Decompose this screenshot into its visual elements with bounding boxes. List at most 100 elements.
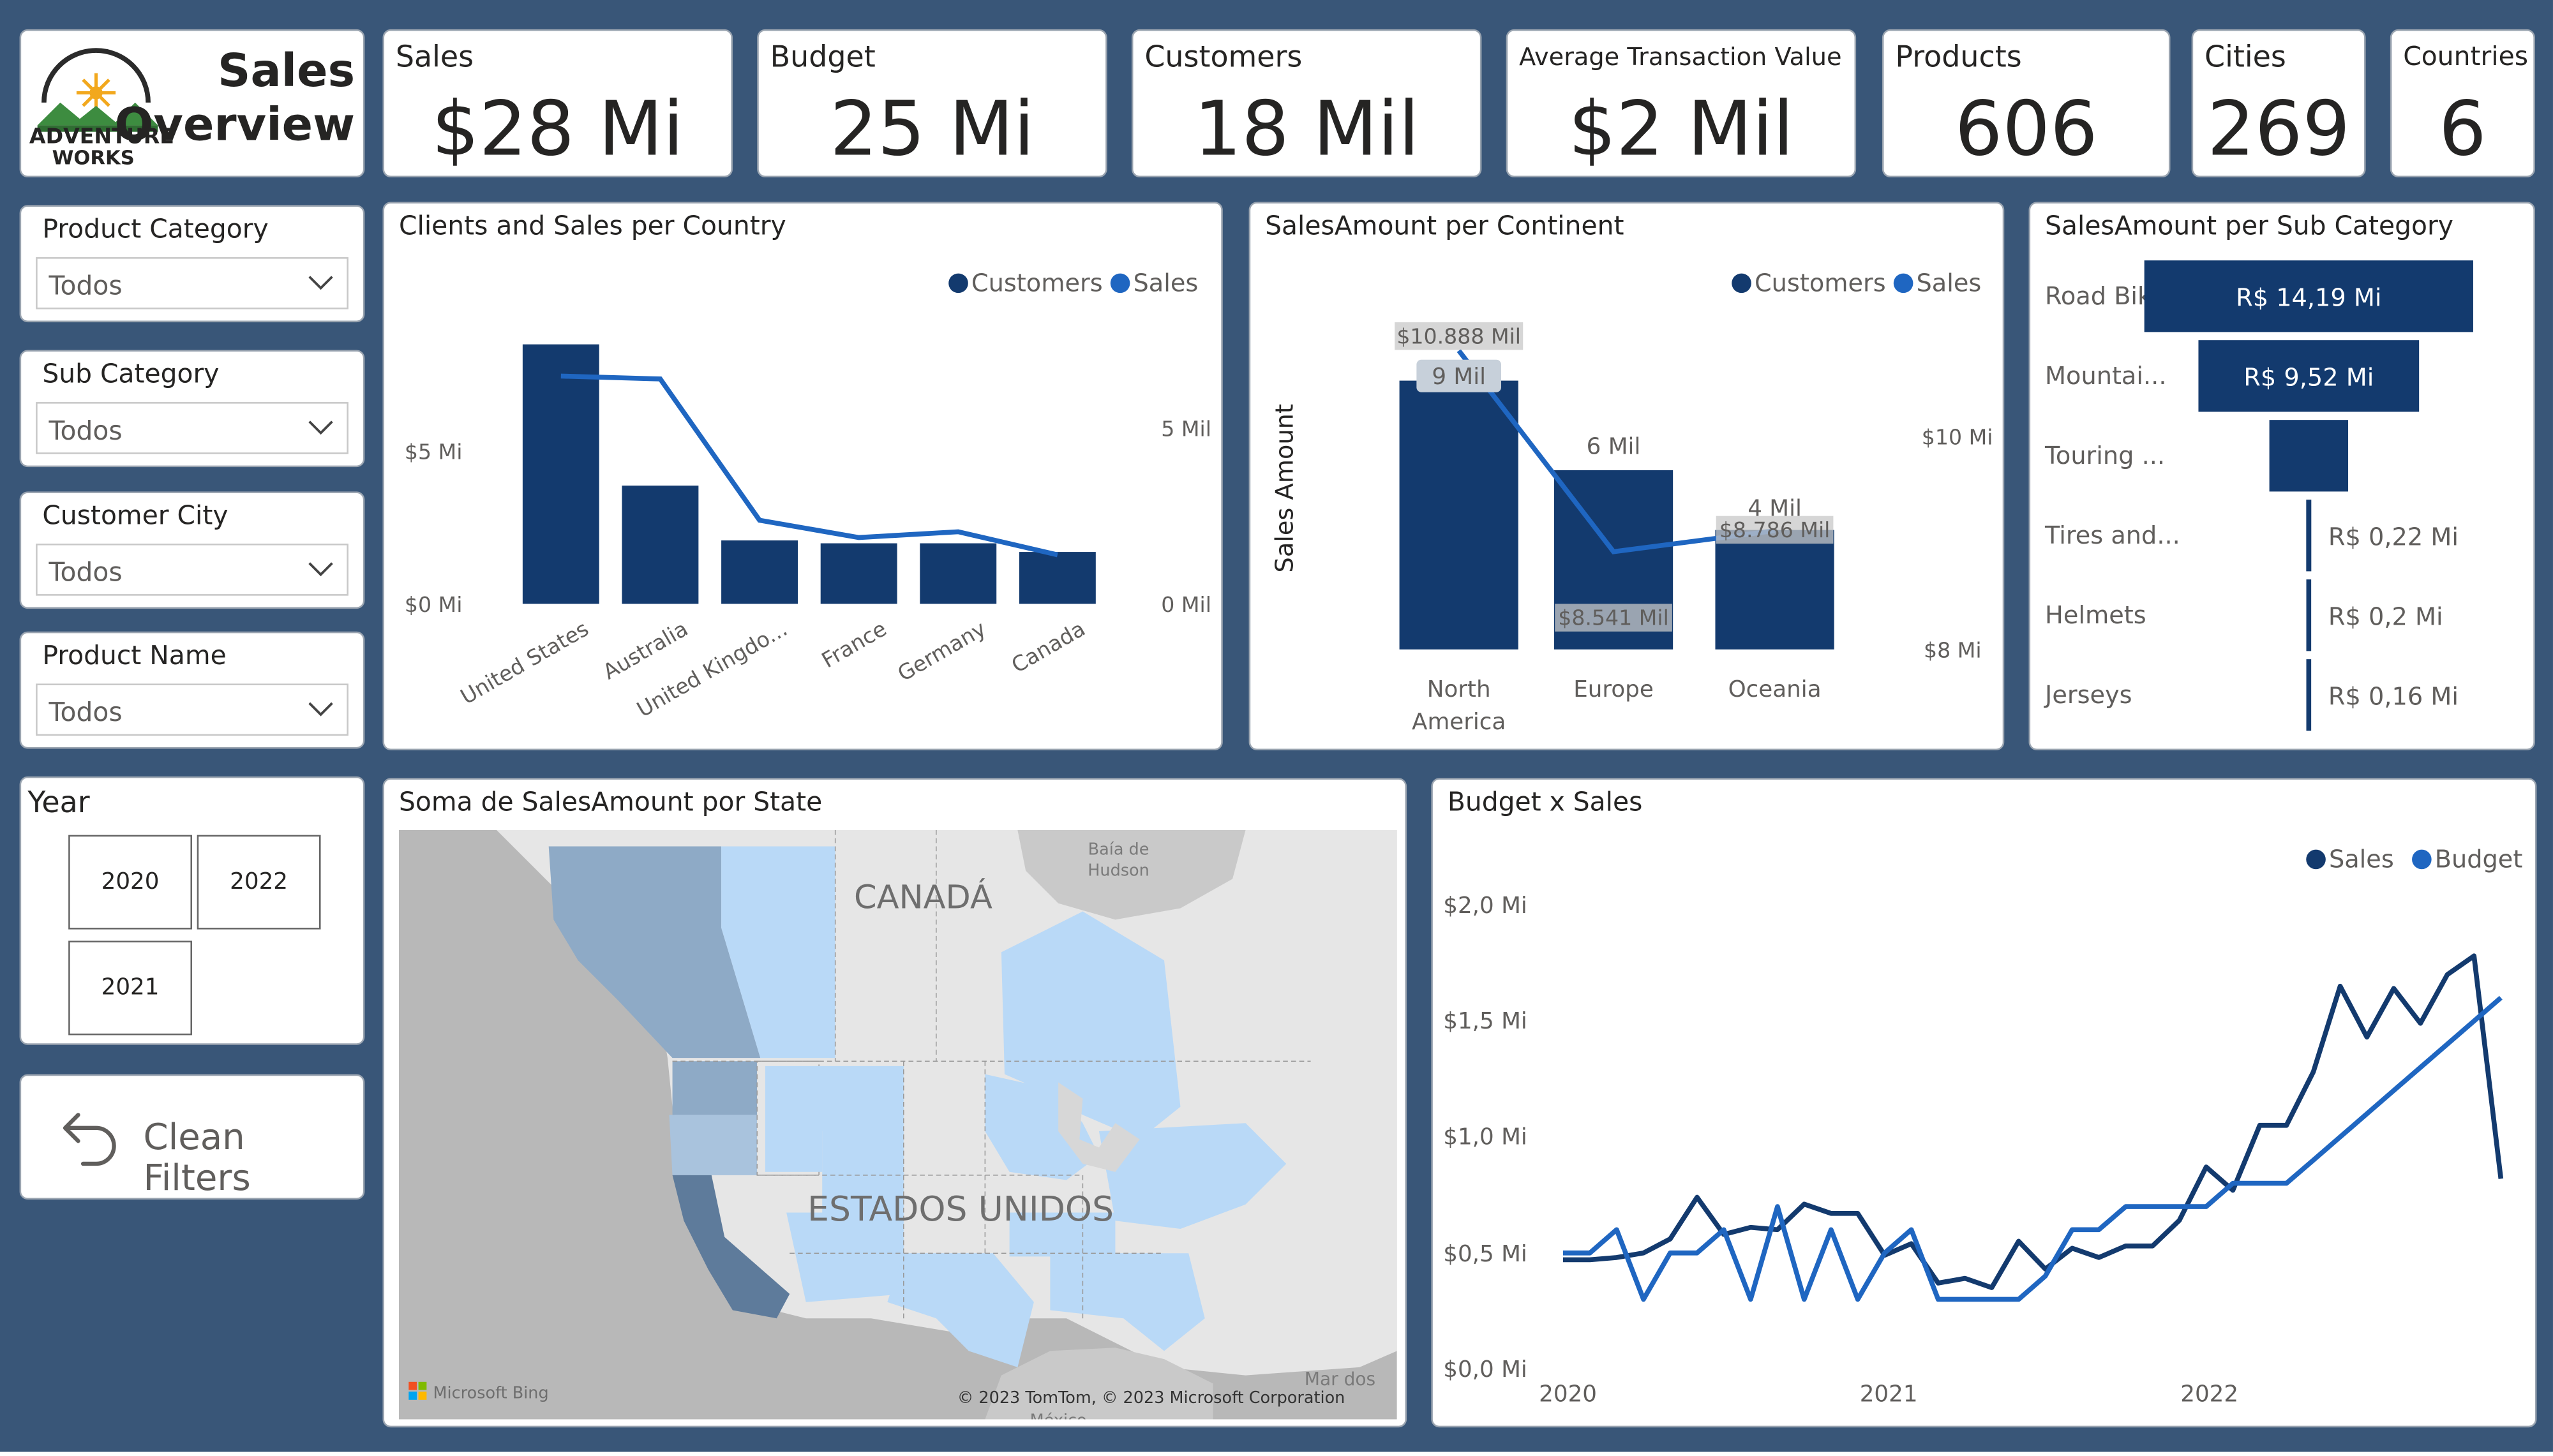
- sales-continent-chart: SalesAmount per Continent Sales Customers…: [1248, 202, 2005, 751]
- value-label: R$ 14,19 Mi: [2236, 284, 2381, 313]
- bar-data-label: 6 Mil: [1587, 434, 1641, 460]
- map-label-sea: Mar dos: [1305, 1369, 1375, 1390]
- category-label: Helmets: [2045, 601, 2146, 630]
- dropdown-value: Todos: [49, 270, 123, 301]
- x-axis-tick-line1: North: [1427, 676, 1491, 702]
- customer-city-dropdown[interactable]: Todos: [36, 544, 348, 596]
- sales-by-state-map: Soma de SalesAmount por State: [382, 778, 1407, 1428]
- chevron-down-icon: [308, 562, 333, 577]
- line-data-label: $8.786 Mil: [1719, 517, 1831, 542]
- kpi-value: 269: [2207, 84, 2351, 173]
- dropdown-value: Todos: [49, 696, 123, 728]
- logo-text-line2: WORKS: [52, 146, 135, 170]
- sub-category-dropdown[interactable]: Todos: [36, 402, 348, 454]
- product-category-dropdown[interactable]: Todos: [36, 257, 348, 309]
- x-axis-tick-line2: America: [1412, 709, 1506, 735]
- product-name-dropdown[interactable]: Todos: [36, 683, 348, 736]
- sales-line: [1562, 953, 2504, 1290]
- x-axis-tick: 2022: [2180, 1381, 2238, 1407]
- year-option-2020[interactable]: 2020: [68, 835, 193, 930]
- line-data-label: $10.888 Mil: [1396, 323, 1521, 348]
- year-option-2021[interactable]: 2021: [68, 940, 193, 1036]
- y-axis-tick: $1,0 Mi: [1443, 1124, 1527, 1150]
- dropdown-value: Todos: [49, 556, 123, 588]
- great-lakes-water: [1058, 1082, 1140, 1172]
- chart-title: Budget x Sales: [1447, 786, 1643, 817]
- kpi-products-card: Products 606: [1882, 29, 2171, 178]
- dropdown-value: Todos: [49, 415, 123, 446]
- bar-1: [622, 486, 699, 604]
- y-axis-tick: $1,5 Mi: [1443, 1008, 1527, 1034]
- kpi-value: 25 Mi: [830, 84, 1035, 173]
- clients-sales-country-chart: Clients and Sales per Country Sales Custo…: [382, 202, 1223, 751]
- right-axis-tick: 0 Mil: [1161, 592, 1211, 617]
- clean-filters-label: Clean Filters: [143, 1118, 251, 1200]
- x-axis-tick: 2021: [1860, 1381, 1918, 1407]
- slicer-title: Product Category: [42, 213, 269, 244]
- bar-data-label: 9 Mil: [1432, 364, 1486, 390]
- category-label: Touring ...: [2044, 442, 2165, 470]
- kpi-sales-card: Sales $28 Mi: [382, 29, 733, 178]
- region-montana: [765, 1066, 904, 1172]
- map-provider: Microsoft Bing: [433, 1383, 549, 1402]
- gulf-water: [985, 1348, 1213, 1420]
- kpi-label: Sales: [395, 40, 474, 75]
- clean-filters-button[interactable]: Clean Filters: [19, 1074, 365, 1200]
- kpi-label: Customers: [1144, 40, 1303, 75]
- region-east: [1098, 1123, 1287, 1229]
- map-label-usa: ESTADOS UNIDOS: [807, 1189, 1114, 1229]
- kpi-budget-card: Budget 25 Mi: [757, 29, 1107, 178]
- slicer-title: Sub Category: [42, 358, 220, 389]
- category-label: Mountai...: [2045, 362, 2166, 390]
- y-axis-tick: $0,0 Mi: [1443, 1356, 1527, 1383]
- legend-marker: [1110, 273, 1130, 293]
- legend-marker: [2306, 849, 2326, 870]
- region-wyoming: [822, 1131, 904, 1213]
- x-axis-tick: 2020: [1539, 1381, 1597, 1407]
- legend-label: Sales: [1133, 269, 1198, 298]
- bar-5: [1019, 552, 1096, 604]
- funnel-bar-2: [2269, 420, 2349, 492]
- chevron-down-icon: [308, 702, 333, 717]
- funnel-bar-0: [2144, 260, 2473, 332]
- bar-2: [1715, 530, 1834, 650]
- kpi-label: Countries: [2403, 40, 2528, 72]
- kpi-value: 606: [1954, 84, 2098, 173]
- kpi-cities-card: Cities 269: [2191, 29, 2366, 178]
- map-canvas[interactable]: CANADÁ ESTADOS UNIDOS Baía de Hudson Mar…: [398, 830, 1397, 1420]
- chart-title: Clients and Sales per Country: [398, 210, 786, 241]
- map-attribution[interactable]: © 2023 TomTom, © 2023 Microsoft Corporat…: [957, 1388, 1345, 1408]
- region-alberta: [721, 846, 835, 1059]
- x-axis-tick: Canada: [1007, 616, 1089, 678]
- chevron-down-icon: [308, 276, 333, 290]
- value-label: R$ 0,2 Mi: [2328, 603, 2443, 632]
- line-label-bg: [1555, 604, 1672, 632]
- y-axis-tick: $0,5 Mi: [1443, 1241, 1527, 1267]
- slicer-title: Year: [27, 786, 90, 821]
- bar-0: [1399, 380, 1518, 650]
- sales-subcategory-chart: SalesAmount per Sub Category Road Bikes R…: [2028, 202, 2535, 751]
- funnel-bar-3: [2306, 500, 2312, 572]
- chart-title: SalesAmount per Continent: [1265, 210, 1624, 241]
- year-slicer: Year 2020 2022 2021: [19, 776, 365, 1045]
- microsoft-logo-icon: [408, 1381, 427, 1400]
- category-label: Tires and...: [2044, 521, 2180, 550]
- kpi-label: Cities: [2205, 40, 2286, 75]
- legend-label: Customers: [1755, 269, 1886, 298]
- region-texas: [887, 1253, 1034, 1367]
- legend-label: Budget: [2435, 845, 2523, 874]
- bar-4: [920, 543, 997, 604]
- kpi-value: $2 Mil: [1568, 84, 1794, 173]
- slicer-title: Product Name: [42, 639, 227, 671]
- category-label: Jerseys: [2044, 681, 2132, 709]
- x-axis-tick: United States: [456, 616, 593, 709]
- kpi-value: 6: [2439, 84, 2487, 173]
- line-label-bg: [1395, 322, 1524, 350]
- region-oregon: [669, 1115, 758, 1175]
- year-option-2022[interactable]: 2022: [197, 835, 321, 930]
- left-axis-tick: $0 Mi: [405, 592, 463, 617]
- sub-category-slicer: Sub Category Todos: [19, 350, 365, 468]
- line-label-bg: [1716, 516, 1834, 544]
- region-great-lakes: [985, 1074, 1099, 1180]
- legend-label: Sales: [2329, 845, 2394, 874]
